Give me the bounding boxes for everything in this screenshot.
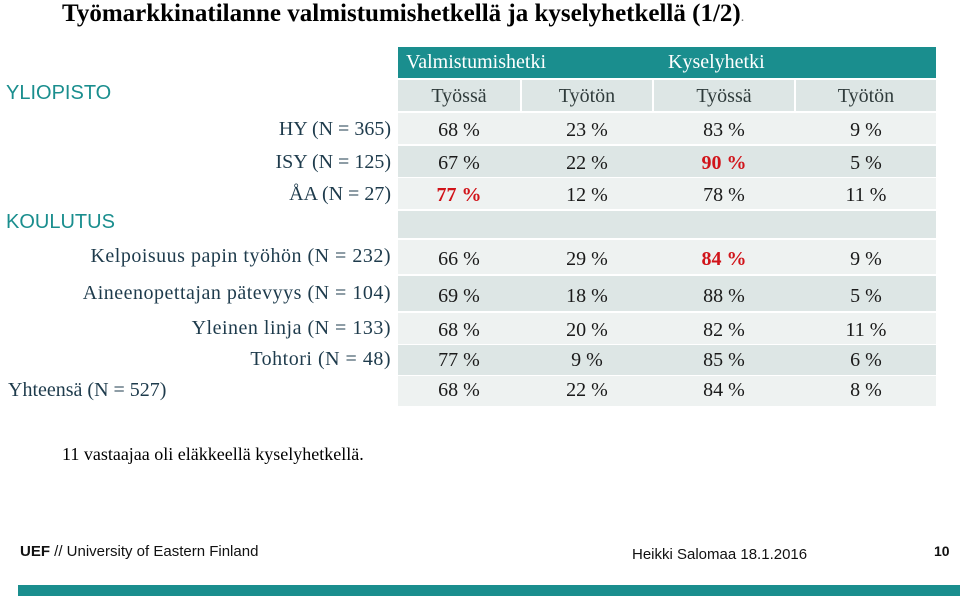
- header-sub-tyoton-1: Työtön: [522, 80, 652, 111]
- page-title: Työmarkkinatilanne valmistumishetkellä j…: [62, 0, 745, 27]
- cell-isy-tyoton-1: 22 %: [566, 152, 608, 174]
- cell-kelpoisuus-tyoton-1: 29 %: [566, 248, 608, 270]
- footer-org-name: // University of Eastern Finland: [50, 543, 259, 560]
- cell-hy-tyoton-2: 9 %: [850, 119, 882, 141]
- cell-yleinen-tyossa-1: 68 %: [438, 319, 480, 341]
- row-label-yhteensa: Yhteensä (N = 527): [8, 379, 167, 401]
- row-label-tohtori: Tohtori (N = 48): [250, 348, 391, 370]
- footer-org-abbrev: UEF: [20, 543, 50, 560]
- band-kelpoisuus: [398, 240, 936, 274]
- footer-author: Heikki Salomaa 18.1.2016: [632, 546, 808, 563]
- cell-aa-tyoton-2: 11 %: [845, 184, 887, 206]
- cell-tohtori-tyoton-2: 6 %: [850, 349, 882, 371]
- cell-hy-tyossa-2: 83 %: [703, 119, 745, 141]
- cell-tohtori-tyossa-1: 77 %: [438, 349, 480, 371]
- row-label-isy: ISY (N = 125): [275, 151, 391, 173]
- band-yhteensa: [398, 376, 936, 406]
- cell-tohtori-tyoton-1: 9 %: [571, 349, 603, 371]
- cell-kelpoisuus-tyossa-2: 84 %: [701, 248, 747, 270]
- band-hy: [398, 113, 936, 144]
- footer-accent-bar: [18, 585, 960, 596]
- cell-yhteensa-tyossa-1: 68 %: [438, 379, 480, 401]
- cell-isy-tyossa-2: 90 %: [701, 152, 747, 174]
- cell-isy-tyossa-1: 67 %: [438, 152, 480, 174]
- section-koulutus: KOULUTUS: [6, 211, 115, 233]
- cell-aineenopettajan-tyoton-1: 18 %: [566, 285, 608, 307]
- footer-org: UEF // University of Eastern Finland: [20, 543, 258, 560]
- cell-aa-tyossa-2: 78 %: [703, 184, 745, 206]
- section-yliopisto: YLIOPISTO: [6, 82, 112, 104]
- cell-aineenopettajan-tyossa-1: 69 %: [438, 285, 480, 307]
- cell-aa-tyoton-1: 12 %: [566, 184, 608, 206]
- title-dot: .: [740, 10, 745, 25]
- cell-hy-tyossa-1: 68 %: [438, 119, 480, 141]
- cell-tohtori-tyossa-2: 85 %: [703, 349, 745, 371]
- row-label-kelpoisuus: Kelpoisuus papin työhön (N = 232): [90, 245, 391, 267]
- row-label-yleinen: Yleinen linja (N = 133): [191, 317, 391, 339]
- cell-yhteensa-tyossa-2: 84 %: [703, 379, 745, 401]
- cell-yhteensa-tyoton-2: 8 %: [850, 379, 882, 401]
- row-label-aineenopettajan: Aineenopettajan pätevyys (N = 104): [82, 282, 391, 304]
- header-sub-tyossa-1: Työssä: [398, 80, 520, 111]
- row-label-hy: HY (N = 365): [278, 118, 391, 140]
- cell-aineenopettajan-tyoton-2: 5 %: [850, 285, 882, 307]
- header-sub-tyoton-2: Työtön: [796, 80, 936, 111]
- footer-page-number: 10: [934, 543, 950, 559]
- cell-kelpoisuus-tyossa-1: 66 %: [438, 248, 480, 270]
- cell-aineenopettajan-tyossa-2: 88 %: [703, 285, 745, 307]
- cell-yleinen-tyoton-1: 20 %: [566, 319, 608, 341]
- cell-isy-tyoton-2: 5 %: [850, 152, 882, 174]
- band-aa: [398, 178, 936, 209]
- band-koulutus: [398, 211, 936, 238]
- cell-yleinen-tyossa-2: 82 %: [703, 319, 745, 341]
- cell-aa-tyossa-1: 77 %: [436, 184, 482, 206]
- cell-yleinen-tyoton-2: 11 %: [845, 319, 887, 341]
- cell-hy-tyoton-1: 23 %: [566, 119, 608, 141]
- cell-kelpoisuus-tyoton-2: 9 %: [850, 248, 882, 270]
- band-isy: [398, 146, 936, 177]
- band-aineenopettajan: [398, 276, 936, 311]
- cell-yhteensa-tyoton-1: 22 %: [566, 379, 608, 401]
- footnote: 11 vastaajaa oli eläkkeellä kyselyhetkel…: [62, 444, 364, 464]
- row-label-aa: ÅA (N = 27): [289, 183, 391, 205]
- band-tohtori: [398, 345, 936, 375]
- header-valmistumishetki: Valmistumishetki: [398, 47, 654, 78]
- band-yleinen: [398, 313, 936, 344]
- header-sub-tyossa-2: Työssä: [654, 80, 794, 111]
- header-kyselyhetki: Kyselyhetki: [654, 47, 936, 78]
